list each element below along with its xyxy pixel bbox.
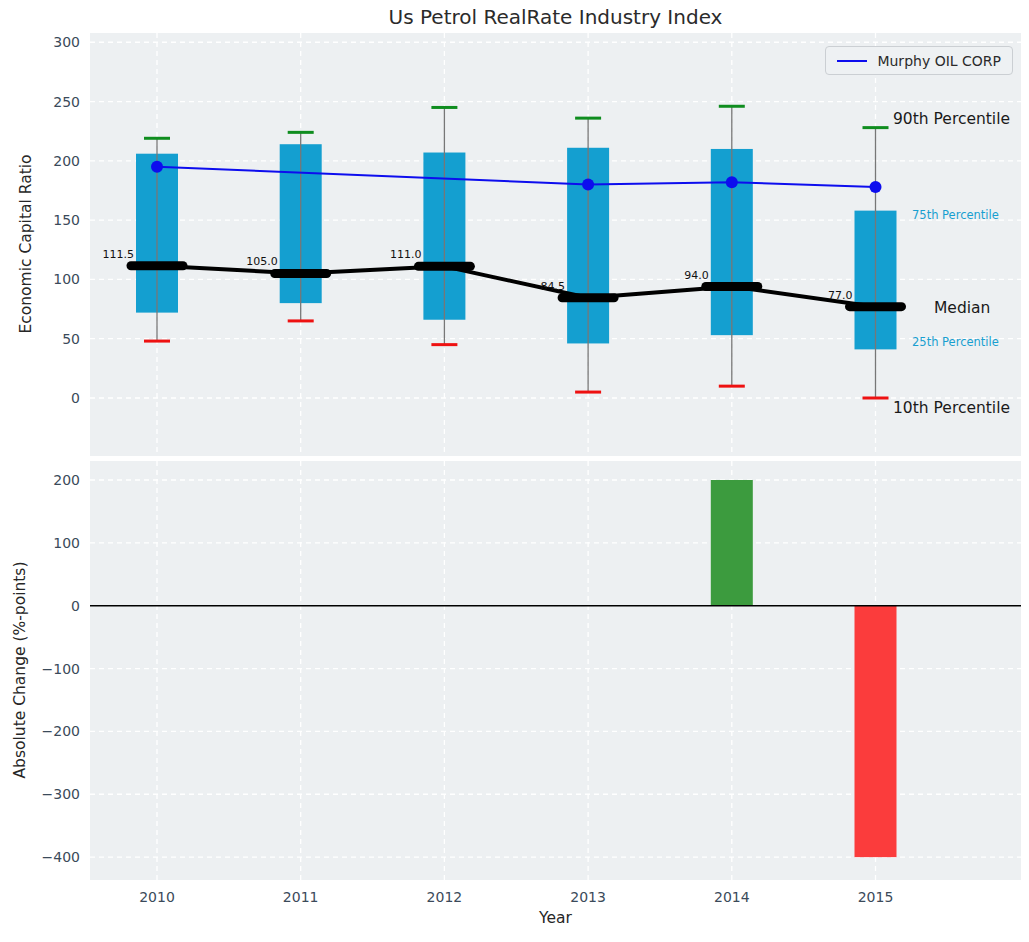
xtick-2015: 2015 [831, 888, 921, 906]
top-ytick-300: 300 [0, 33, 80, 51]
median-value-label-2013: 84.5 [541, 280, 566, 293]
bottom-ytick-−400: −400 [0, 848, 80, 866]
change-bar-2015 [855, 606, 897, 857]
median-value-label-2014: 94.0 [684, 269, 709, 282]
xtick-2012: 2012 [399, 888, 489, 906]
figure: Us Petrol RealRate Industry Index Econom… [0, 0, 1029, 942]
bottom-ytick-−100: −100 [0, 660, 80, 678]
top-axes: 111.5 105.0 111.0 84.5 94.0 77.0 90th Percenti… [90, 33, 1021, 456]
bottom-ytick-100: 100 [0, 534, 80, 552]
bottom-ytick-200: 200 [0, 471, 80, 489]
top-y-axis-label: Economic Capital Ratio [17, 154, 35, 333]
annotation-10th-percentile: 10th Percentile [893, 399, 1010, 417]
murphy-line [157, 167, 876, 187]
top-ytick-200: 200 [0, 152, 80, 170]
median-value-label-2010: 111.5 [103, 248, 135, 261]
x-axis-label: Year [90, 909, 1021, 927]
bottom-axes [90, 461, 1021, 880]
bottom-ytick-−300: −300 [0, 785, 80, 803]
murphy-point-2013 [582, 179, 594, 191]
bottom-ytick-−200: −200 [0, 722, 80, 740]
top-ytick-50: 50 [0, 330, 80, 348]
median-value-label-2015: 77.0 [828, 289, 853, 302]
chart-title: Us Petrol RealRate Industry Index [90, 5, 1021, 29]
xtick-2014: 2014 [687, 888, 777, 906]
change-bar-2014 [711, 480, 753, 606]
median-value-label-2012: 111.0 [390, 248, 422, 261]
legend: Murphy OIL CORP [825, 46, 1013, 75]
xtick-2013: 2013 [543, 888, 633, 906]
xtick-2010: 2010 [112, 888, 202, 906]
top-ytick-250: 250 [0, 93, 80, 111]
top-plot-svg: 111.5 105.0 111.0 84.5 94.0 77.0 90th Percenti… [90, 33, 1021, 456]
bottom-plot-svg [90, 461, 1021, 880]
xtick-2011: 2011 [256, 888, 346, 906]
murphy-point-2015 [870, 181, 882, 193]
annotation-median: Median [934, 299, 990, 317]
murphy-point-2014 [726, 176, 738, 188]
top-ytick-100: 100 [0, 270, 80, 288]
murphy-point-2010 [151, 161, 163, 173]
annotation-90th-percentile: 90th Percentile [893, 110, 1010, 128]
annotation-25th-percentile: 25th Percentile [912, 335, 999, 349]
legend-line-sample [837, 60, 867, 62]
bottom-ytick-0: 0 [0, 597, 80, 615]
top-ytick-0: 0 [0, 389, 80, 407]
median-line [157, 266, 876, 307]
annotation-75th-percentile: 75th Percentile [912, 208, 999, 222]
legend-label: Murphy OIL CORP [877, 53, 1001, 69]
median-value-label-2011: 105.0 [246, 255, 278, 268]
top-ytick-150: 150 [0, 211, 80, 229]
